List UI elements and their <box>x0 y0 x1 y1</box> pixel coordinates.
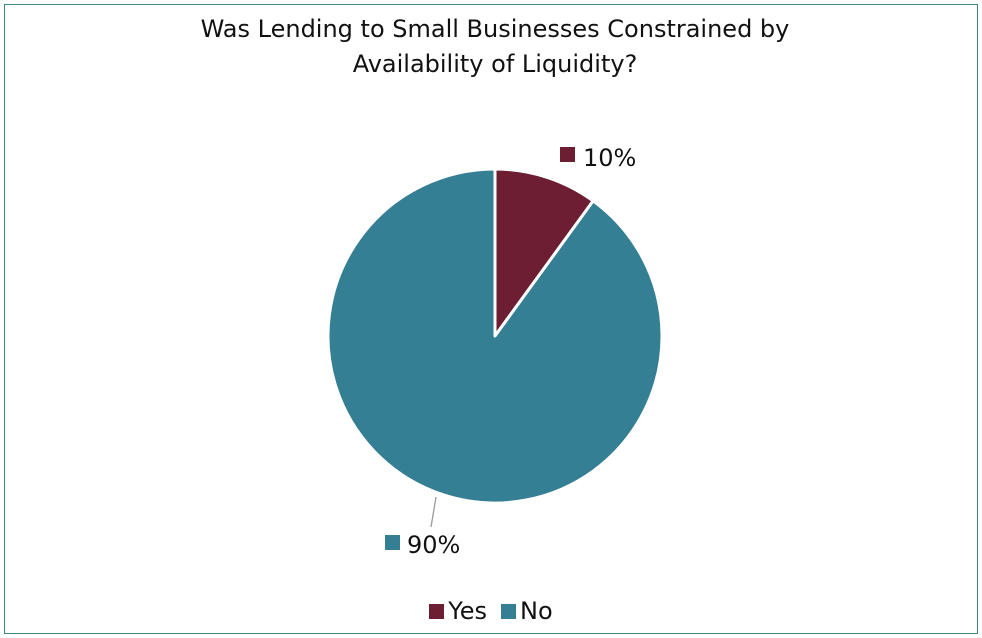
chart-title: Was Lending to Small Businesses Constrai… <box>0 12 982 82</box>
chart-title-line-2: Availability of Liquidity? <box>352 50 638 78</box>
data-label-swatch-yes <box>560 147 575 162</box>
legend-label-no: No <box>520 597 553 625</box>
legend-swatch-yes <box>429 603 445 619</box>
chart-title-line-1: Was Lending to Small Businesses Constrai… <box>200 15 790 43</box>
data-label-no: 90% <box>407 531 460 559</box>
pie-slice-no <box>326 167 664 505</box>
leader-line-no <box>430 496 437 528</box>
legend-item-no: No <box>501 597 553 625</box>
legend-label-yes: Yes <box>448 597 488 625</box>
legend-swatch-no <box>501 603 517 619</box>
data-label-yes: 10% <box>583 144 636 172</box>
pie-slice-yes <box>493 167 595 338</box>
data-label-swatch-no <box>385 535 400 550</box>
legend: Yes No <box>0 597 982 625</box>
legend-item-yes: Yes <box>429 597 487 625</box>
